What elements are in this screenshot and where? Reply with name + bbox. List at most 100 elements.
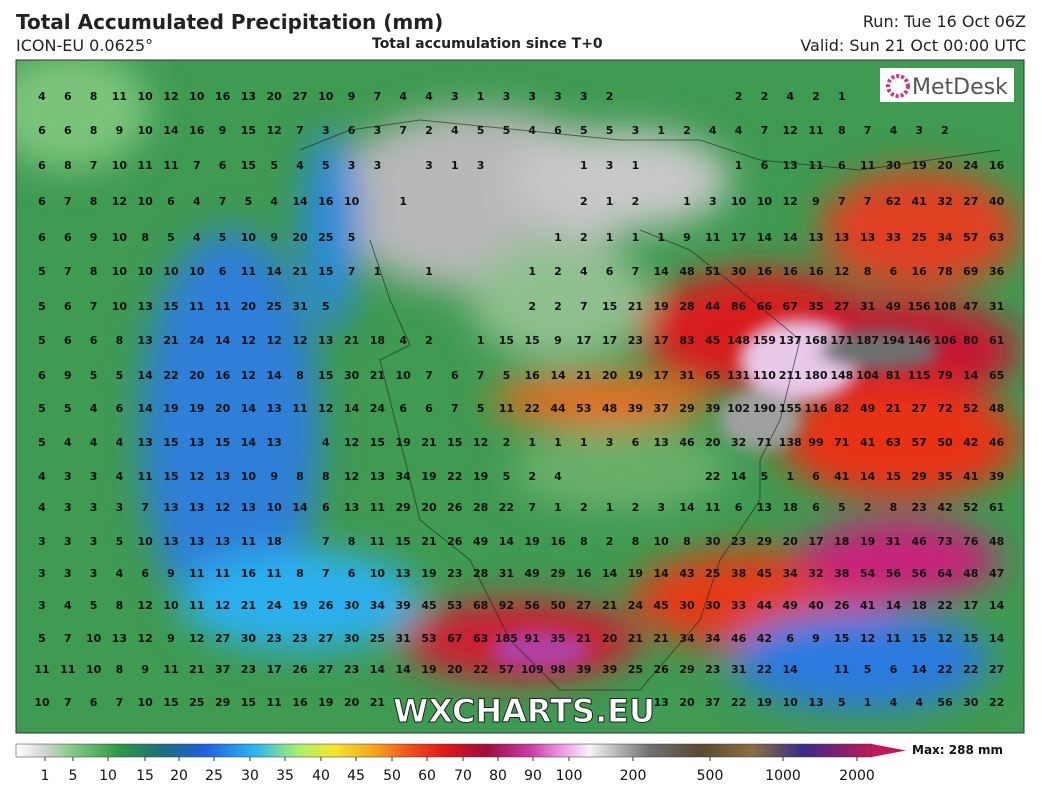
grid-value: 4 bbox=[528, 124, 536, 137]
grid-value: 98 bbox=[550, 663, 565, 676]
grid-value: 56 bbox=[937, 696, 953, 709]
grid-value: 4 bbox=[451, 124, 459, 137]
grid-value: 1 bbox=[657, 231, 665, 244]
grid-value: 45 bbox=[757, 567, 772, 580]
grid-value: 16 bbox=[189, 124, 205, 137]
grid-value: 5 bbox=[761, 470, 769, 483]
grid-value: 9 bbox=[683, 231, 691, 244]
grid-value: 66 bbox=[757, 300, 773, 313]
grid-value: 5 bbox=[64, 402, 72, 415]
grid-value: 28 bbox=[473, 567, 488, 580]
grid-value: 1 bbox=[606, 501, 614, 514]
grid-value: 12 bbox=[112, 195, 127, 208]
grid-value: 16 bbox=[318, 195, 334, 208]
grid-value: 1 bbox=[374, 265, 382, 278]
grid-value: 48 bbox=[989, 535, 1004, 548]
colorbar-label: 200 bbox=[620, 768, 647, 784]
colorbar-label: 70 bbox=[454, 768, 472, 784]
grid-value: 11 bbox=[808, 159, 823, 172]
colorbar-label: 25 bbox=[205, 768, 223, 784]
grid-value: 39 bbox=[705, 402, 720, 415]
grid-value: 3 bbox=[90, 470, 98, 483]
grid-value: 19 bbox=[189, 402, 204, 415]
grid-value: 27 bbox=[215, 632, 230, 645]
grid-value: 71 bbox=[757, 436, 772, 449]
grid-value: 24 bbox=[189, 334, 205, 347]
grid-value: 34 bbox=[370, 599, 386, 612]
run-time: Run: Tue 16 Oct 06Z bbox=[862, 12, 1026, 31]
grid-value: 6 bbox=[606, 265, 614, 278]
grid-value: 115 bbox=[908, 369, 931, 382]
grid-value: 3 bbox=[64, 535, 72, 548]
grid-value: 13 bbox=[267, 436, 282, 449]
grid-value: 10 bbox=[241, 470, 257, 483]
colorbar-label: 15 bbox=[136, 768, 154, 784]
grid-value: 8 bbox=[296, 567, 304, 580]
grid-value: 2 bbox=[864, 501, 872, 514]
grid-value: 11 bbox=[834, 663, 849, 676]
grid-value: 23 bbox=[241, 663, 256, 676]
grid-value: 17 bbox=[963, 599, 978, 612]
grid-value: 4 bbox=[580, 265, 588, 278]
grid-value: 7 bbox=[864, 124, 872, 137]
grid-value: 2 bbox=[812, 90, 820, 103]
grid-value: 1 bbox=[425, 265, 433, 278]
grid-value: 7 bbox=[64, 696, 72, 709]
grid-value: 5 bbox=[270, 159, 278, 172]
grid-value: 4 bbox=[735, 124, 743, 137]
grid-value: 6 bbox=[425, 402, 433, 415]
grid-value: 64 bbox=[937, 567, 953, 580]
grid-value: 19 bbox=[757, 696, 772, 709]
grid-value: 52 bbox=[963, 501, 978, 514]
grid-value: 6 bbox=[64, 300, 72, 313]
grid-value: 20 bbox=[241, 300, 257, 313]
grid-value: 1 bbox=[554, 231, 562, 244]
grid-value: 25 bbox=[628, 663, 643, 676]
grid-value: 21 bbox=[370, 369, 385, 382]
grid-value: 6 bbox=[890, 265, 898, 278]
grid-value: 4 bbox=[193, 231, 201, 244]
grid-value: 187 bbox=[856, 334, 879, 347]
grid-value: 12 bbox=[215, 599, 230, 612]
grid-value: 1 bbox=[838, 90, 846, 103]
grid-value: 21 bbox=[344, 334, 359, 347]
grid-value: 10 bbox=[318, 90, 334, 103]
grid-value: 3 bbox=[38, 599, 46, 612]
grid-value: 8 bbox=[580, 535, 588, 548]
grid-value: 43 bbox=[679, 567, 694, 580]
grid-value: 19 bbox=[860, 535, 875, 548]
grid-value: 12 bbox=[860, 632, 875, 645]
grid-value: 41 bbox=[860, 436, 875, 449]
grid-value: 25 bbox=[912, 231, 927, 244]
grid-value: 15 bbox=[241, 124, 256, 137]
grid-value: 5 bbox=[116, 535, 124, 548]
grid-value: 14 bbox=[138, 402, 154, 415]
grid-value: 1 bbox=[477, 334, 485, 347]
grid-value: 7 bbox=[425, 369, 433, 382]
grid-value: 8 bbox=[864, 265, 872, 278]
grid-value: 45 bbox=[421, 599, 436, 612]
grid-value: 12 bbox=[189, 470, 204, 483]
grid-value: 62 bbox=[886, 195, 901, 208]
grid-value: 29 bbox=[550, 567, 565, 580]
grid-value: 11 bbox=[705, 231, 720, 244]
grid-value: 17 bbox=[602, 334, 617, 347]
grid-value: 34 bbox=[396, 470, 412, 483]
grid-value: 12 bbox=[937, 632, 952, 645]
grid-value: 32 bbox=[731, 436, 746, 449]
grid-value: 14 bbox=[783, 231, 799, 244]
grid-value: 47 bbox=[963, 300, 978, 313]
grid-value: 5 bbox=[477, 402, 485, 415]
grid-value: 9 bbox=[348, 90, 356, 103]
grid-value: 10 bbox=[189, 265, 205, 278]
grid-value: 13 bbox=[783, 159, 798, 172]
grid-value: 15 bbox=[447, 436, 462, 449]
grid-value: 16 bbox=[989, 159, 1005, 172]
grid-value: 9 bbox=[141, 663, 149, 676]
grid-value: 7 bbox=[116, 696, 124, 709]
grid-value: 20 bbox=[602, 632, 618, 645]
grid-value: 13 bbox=[138, 436, 153, 449]
grid-value: 19 bbox=[912, 159, 927, 172]
grid-value: 6 bbox=[38, 369, 46, 382]
grid-value: 20 bbox=[602, 369, 618, 382]
